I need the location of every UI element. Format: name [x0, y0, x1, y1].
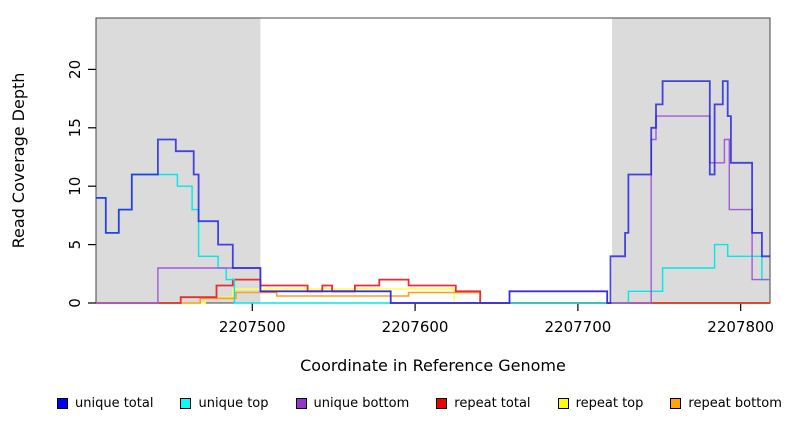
x-tick-label: 2207500: [219, 318, 286, 336]
legend-swatch-icon: [295, 398, 307, 409]
legend-swatch-icon: [180, 398, 192, 409]
x-tick-label: 2207700: [544, 318, 611, 336]
y-tick-label: 0: [66, 298, 84, 308]
series-line-repeat-total: [96, 278, 770, 304]
series-line-unique-total: [96, 80, 770, 304]
x-axis-title: Coordinate in Reference Genome: [300, 356, 566, 375]
legend-swatch-icon: [670, 398, 682, 409]
left-gray-region: [96, 18, 261, 303]
legend-label: unique bottom: [313, 396, 410, 411]
legend-item-repeat-top: repeat top: [557, 396, 644, 411]
legend-label: repeat top: [575, 396, 644, 411]
x-tick-label: 2207600: [382, 318, 449, 336]
series-line-repeat-top: [96, 288, 770, 304]
legend-swatch-icon: [436, 398, 448, 409]
y-tick-label: 10: [66, 177, 84, 196]
legend-swatch-icon: [57, 398, 68, 409]
y-tick-label: 5: [66, 240, 84, 250]
legend-item-unique-bottom: unique bottom: [295, 396, 410, 411]
legend-item-repeat-total: repeat total: [436, 396, 531, 411]
x-tick-label: 2207800: [707, 318, 774, 336]
legend-item-unique-total: unique total: [57, 396, 153, 411]
legend-swatch-icon: [557, 398, 569, 409]
y-axis-title: Read Coverage Depth: [9, 73, 28, 249]
legend-item-unique-top: unique top: [180, 396, 269, 411]
legend-item-repeat-bottom: repeat bottom: [670, 396, 782, 411]
legend-label: unique top: [198, 396, 269, 411]
chart-canvas: 2207500 2207600 2207700 2207800 0 5 10 15 20 Coor…: [9, 17, 774, 375]
right-gray-region: [612, 18, 770, 303]
legend-label: repeat total: [454, 396, 531, 411]
y-tick-label: 15: [66, 118, 84, 137]
chart-legend: unique total unique top unique bottom repea…: [0, 396, 792, 411]
legend-label: unique total: [75, 396, 154, 411]
legend-label: repeat bottom: [688, 396, 782, 411]
y-tick-label: 20: [66, 60, 84, 79]
